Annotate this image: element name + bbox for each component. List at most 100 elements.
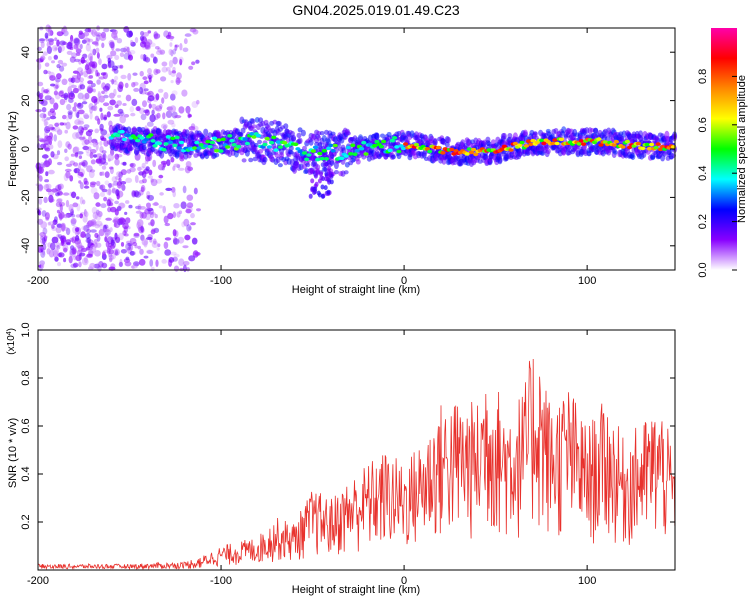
heatmap-noise-point [83, 70, 88, 78]
heatmap-band-halo [374, 132, 380, 141]
colorbar-tick-label: 0.2 [697, 214, 709, 229]
heatmap-noise-point [39, 38, 45, 44]
heatmap-noise-point [179, 43, 183, 51]
heatmap-noise-point [92, 142, 97, 148]
heatmap-noise-point [131, 82, 136, 88]
heatmap-band-halo [319, 131, 325, 136]
heatmap-band-core [345, 145, 351, 150]
heatmap-noise-point [139, 41, 147, 48]
heatmap-noise-point [79, 43, 83, 50]
heatmap-band-core [451, 152, 457, 156]
heatmap-noise-point [57, 59, 64, 65]
heatmap-band-core [148, 133, 154, 137]
heatmap-band-halo [391, 154, 396, 160]
heatmap-noise-point [116, 171, 124, 177]
heatmap-band-core [644, 142, 650, 147]
heatmap-noise-point [97, 92, 102, 99]
heatmap-noise-point [132, 242, 138, 246]
heatmap-noise-point [185, 105, 191, 114]
heatmap-noise-point [128, 204, 133, 209]
heatmap-noise-point [61, 78, 68, 86]
heatmap-noise-point [108, 182, 112, 189]
heatmap-noise-point [191, 101, 199, 108]
heatmap-noise-point [129, 250, 135, 256]
snr-frame [37, 329, 676, 571]
heatmap-band-core [596, 137, 602, 141]
heatmap-noise-point [75, 235, 80, 242]
heatmap-noise-point [155, 105, 163, 112]
heatmap-noise-point [94, 232, 99, 239]
heatmap-noise-point [79, 252, 86, 257]
heatmap-noise-point [146, 207, 154, 212]
heatmap-noise-point [94, 223, 100, 229]
heatmap-noise-point [77, 92, 84, 100]
heatmap-band-halo [157, 130, 162, 136]
heatmap-noise-point [108, 201, 113, 207]
heatmap-noise-point [101, 42, 105, 49]
heatmap-noise-point [121, 184, 126, 191]
heatmap-band-core [508, 148, 514, 152]
heatmap-band-halo [141, 145, 147, 151]
heatmap-dip-point [319, 171, 323, 177]
heatmap-noise-point [114, 75, 119, 81]
heatmap-noise-point [37, 184, 43, 192]
heatmap-band-halo [213, 144, 219, 151]
heatmap-band-core [282, 141, 288, 145]
heatmap-noise-point [134, 175, 139, 183]
heatmap-noise-point [56, 129, 63, 136]
heatmap-noise-point [93, 242, 98, 248]
heatmap-noise-point [43, 69, 48, 75]
heatmap-noise-point [87, 86, 93, 94]
heatmap-noise-point [168, 257, 175, 263]
heatmap-noise-point [176, 72, 182, 80]
heatmap-noise-point [125, 200, 130, 204]
heatmap-band-core [271, 135, 277, 140]
heatmap-noise-point [133, 232, 140, 237]
heatmap-noise-point [56, 233, 60, 239]
heatmap-noise-point [53, 54, 58, 60]
heatmap-noise-point [116, 206, 122, 211]
heatmap-noise-point [69, 175, 74, 182]
heatmap-noise-point [117, 94, 122, 98]
heatmap-noise-point [50, 224, 55, 229]
heatmap-noise-point [43, 89, 49, 94]
heatmap-noise-point [174, 115, 182, 119]
heatmap-noise-point [155, 93, 160, 101]
heatmap-noise-point [145, 92, 151, 96]
heatmap-noise-point [37, 81, 44, 87]
heatmap-band-core [211, 136, 218, 141]
heatmap-noise-point [181, 221, 186, 228]
heatmap-noise-point [151, 240, 159, 248]
heatmap-noise-point [108, 92, 115, 99]
heatmap-band-halo [650, 155, 656, 161]
heatmap-x-tick-label: 100 [578, 275, 596, 287]
heatmap-noise-point [139, 35, 145, 42]
heatmap-noise-point [172, 211, 177, 218]
heatmap-noise-point [190, 212, 195, 219]
heatmap-band-core [251, 135, 257, 139]
heatmap-band-core [266, 145, 272, 149]
heatmap-band-halo [207, 132, 213, 138]
heatmap-noise-point [73, 43, 79, 50]
heatmap-band-core [653, 145, 659, 150]
snr-scale-exponent: 4 [6, 331, 13, 335]
heatmap-noise-point [192, 125, 199, 132]
heatmap-noise-point [48, 221, 55, 226]
heatmap-noise-point [107, 60, 115, 68]
heatmap-noise-point [161, 123, 168, 129]
heatmap-band-core [655, 142, 661, 146]
heatmap-noise-point [98, 58, 102, 66]
heatmap-noise-point [57, 234, 63, 238]
heatmap-noise-point [46, 46, 53, 54]
heatmap-noise-point [87, 146, 92, 151]
heatmap-noise-point [158, 205, 163, 209]
heatmap-noise-point [51, 223, 55, 230]
heatmap-noise-point [120, 242, 125, 247]
heatmap-band-core [269, 140, 275, 145]
heatmap-noise-point [107, 105, 114, 111]
heatmap-band-core [499, 147, 505, 151]
heatmap-noise-point [170, 80, 174, 84]
heatmap-band-core [205, 139, 211, 144]
heatmap-noise-point [96, 180, 101, 187]
heatmap-noise-point [130, 39, 134, 45]
